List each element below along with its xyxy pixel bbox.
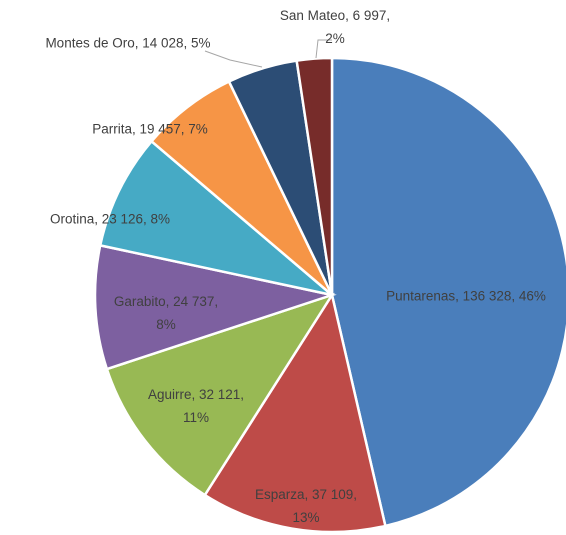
pie-slice: [330, 56, 566, 528]
pie-slice: [93, 243, 337, 371]
data-label: 2%: [325, 31, 345, 46]
data-label: 13%: [292, 510, 319, 525]
data-label: Orotina, 23 126, 8%: [50, 212, 170, 227]
data-label: San Mateo, 6 997,: [280, 8, 390, 23]
pie-slice: [105, 292, 335, 497]
data-label: Esparza, 37 109,: [255, 487, 357, 502]
data-label: Garabito, 24 737,: [114, 294, 218, 309]
pie-slice: [295, 56, 334, 296]
slices: [93, 56, 566, 534]
pie-slice: [203, 291, 387, 534]
data-label: Puntarenas, 136 328, 46%: [386, 289, 546, 304]
pie-slice: [98, 139, 333, 297]
data-label: Montes de Oro, 14 028, 5%: [45, 36, 210, 51]
leader-line: [204, 50, 263, 68]
data-label: 11%: [183, 410, 209, 425]
leader-line: [315, 39, 332, 59]
data-label: Parrita, 19 457, 7%: [92, 122, 208, 137]
data-label: 8%: [156, 317, 176, 332]
data-label: Aguirre, 32 121,: [148, 387, 244, 402]
